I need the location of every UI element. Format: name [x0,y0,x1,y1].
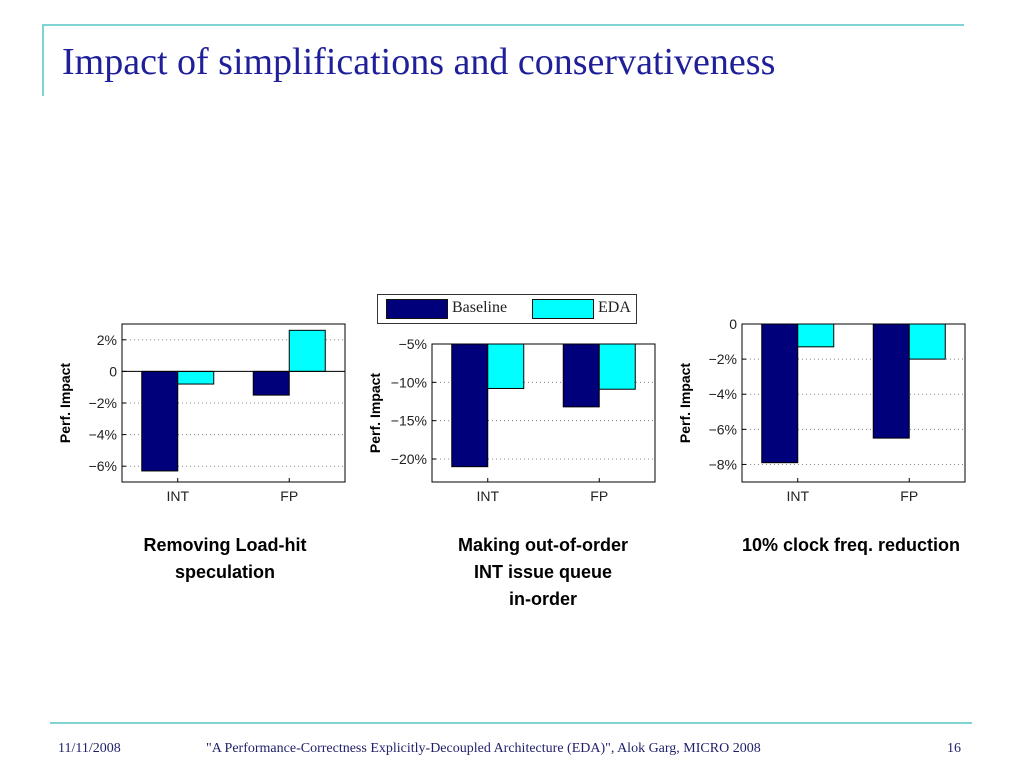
y-axis-label: Perf. Impact [57,363,73,443]
legend-label-baseline: Baseline [452,299,508,316]
frame-top-rule [42,24,964,26]
bar-eda-fp [288,329,326,372]
chart-clock-freq-reduction: INT FP 0 −2% −4% −6% −8% Perf. Impact [677,316,966,504]
y-tick-label: −10% [391,374,427,390]
y-tick-label: 0 [109,363,117,379]
chart-load-hit-speculation: INT FP 2% 0 −2% −4% −6% Perf. Impact [57,323,346,504]
caption-line: INT issue queue [473,562,613,582]
caption-clock-freq-reduction: 10% clock freq. reduction [706,532,996,559]
bar-eda-fp [598,343,636,390]
bar-baseline-int [761,323,799,464]
caption-load-hit-speculation: Removing Load-hit speculation [100,532,350,586]
x-tick-label: FP [280,488,298,504]
caption-line: 10% clock freq. reduction [741,535,961,555]
x-tick-label: FP [900,488,918,504]
chart-legend: Baseline EDA [377,294,637,324]
y-axis-label: Perf. Impact [677,363,693,443]
bar-baseline-fp [562,343,600,408]
x-tick-label: INT [476,488,499,504]
x-tick-label: INT [786,488,809,504]
frame-left-rule [42,24,44,96]
footer-date: 11/11/2008 [58,741,121,756]
caption-line: speculation [174,562,276,582]
caption-in-order-issue-queue: Making out-of-order INT issue queue in-o… [418,532,668,613]
chart-in-order-issue-queue: INT FP −5% −10% −15% −20% Perf. Impact [367,336,656,504]
bar-eda-int [797,323,835,348]
y-tick-label: −20% [391,451,427,467]
y-tick-label: −6% [89,458,117,474]
plot-area-frame [431,343,656,483]
legend-swatch-eda [532,299,594,319]
footer-citation: "A Performance-Correctness Explicitly-De… [206,741,761,756]
bar-eda-int [177,370,215,385]
y-tick-label: −5% [399,336,427,352]
y-tick-label: −15% [391,413,427,429]
y-tick-label: −2% [89,395,117,411]
y-tick-label: 0 [729,316,737,332]
legend-label-eda: EDA [598,299,631,316]
bar-baseline-int [141,370,179,472]
y-tick-label: −4% [89,427,117,443]
slide-title: Impact of simplifications and conservati… [62,41,776,83]
plot-area-frame [741,323,966,483]
y-tick-label: 2% [97,332,117,348]
footer-page-number: 16 [947,741,961,756]
y-tick-label: −6% [709,421,737,437]
x-tick-label: INT [166,488,189,504]
y-tick-label: −4% [709,386,737,402]
legend-swatch-baseline [386,299,448,319]
caption-line: in-order [508,589,577,609]
bar-baseline-int [451,343,489,468]
bar-eda-fp [908,323,946,360]
bar-eda-int [487,343,525,389]
caption-line: Removing Load-hit [143,535,307,555]
caption-line: Making out-of-order [458,535,628,555]
bar-baseline-fp [872,323,910,439]
y-axis-label: Perf. Impact [367,373,383,453]
x-tick-label: FP [590,488,608,504]
y-tick-label: −8% [709,456,737,472]
y-tick-label: −2% [709,351,737,367]
bar-baseline-fp [252,370,290,396]
frame-bottom-rule [50,722,972,724]
